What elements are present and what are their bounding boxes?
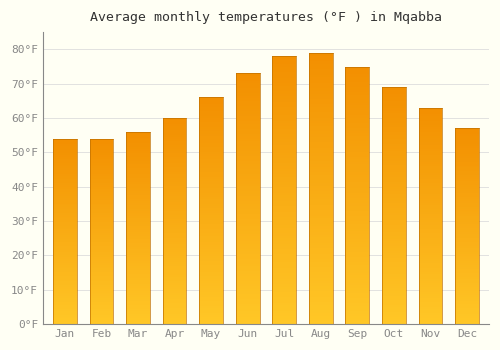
- Title: Average monthly temperatures (°F ) in Mqabba: Average monthly temperatures (°F ) in Mq…: [90, 11, 442, 24]
